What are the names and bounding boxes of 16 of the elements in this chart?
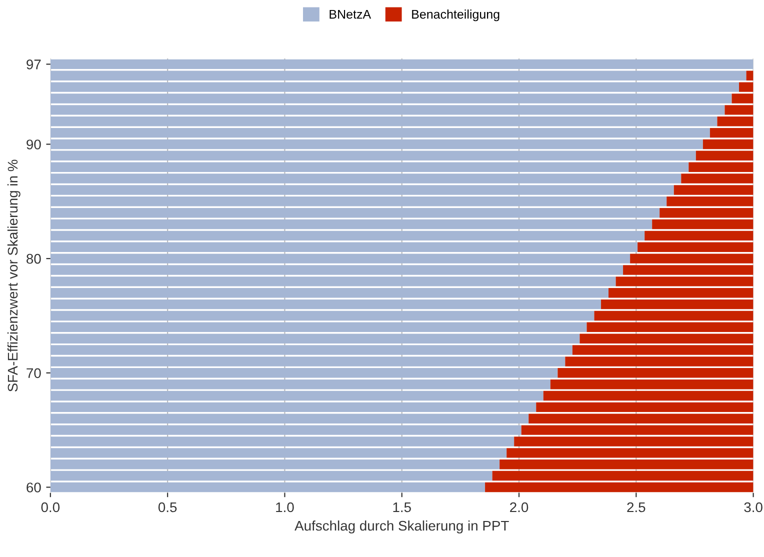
x-tick-label: 2.0 [510,502,528,512]
x-tick-label: 1.0 [276,502,294,512]
y-tick-label: 97 [26,60,41,70]
x-tick-label: 0.5 [158,502,177,512]
y-axis-title: SFA-Effizienzwert vor Skalierung in % [7,160,20,392]
x-axis-title: Aufschlag durch Skalierung in PPT [294,520,509,534]
legend-label: Benachteiligung [412,10,500,22]
y-tick-label: 90 [26,140,41,150]
x-tick-label: 3.0 [744,502,762,512]
legend-label: BNetzA [330,10,372,19]
x-tick-label: 2.5 [627,502,646,512]
y-tick-label: 60 [26,482,41,492]
x-tick-label: 1.5 [393,502,411,512]
x-tick-label: 0.0 [41,502,60,512]
y-tick-label: 70 [26,368,41,378]
y-tick-label: 80 [26,254,41,264]
